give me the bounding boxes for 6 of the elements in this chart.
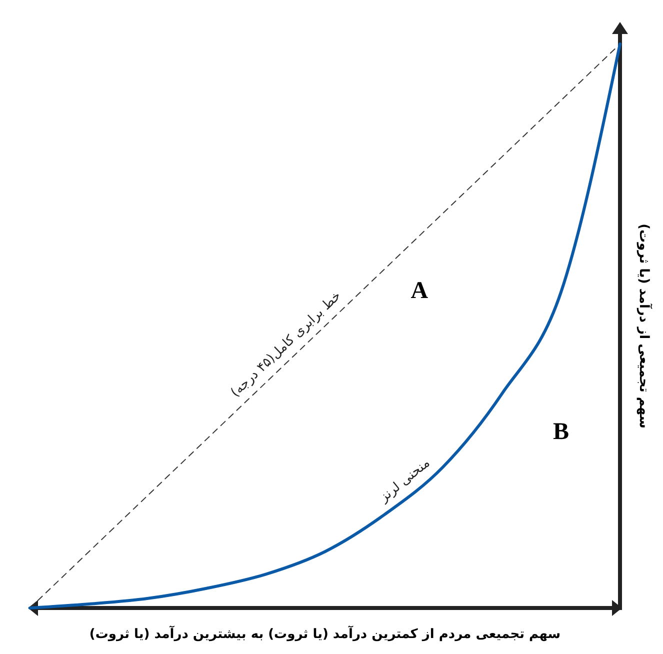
- text: خط برابری کامل(۴۵ درجه): [228, 288, 344, 400]
- annotation: A: [410, 278, 429, 304]
- x-axis-title: سهم تجمیعی مردم از کمترین درآمد (یا ثروت) به بیشترین درآمد (یا ثروت): [89, 625, 561, 642]
- annotation: B: [552, 418, 570, 445]
- text: منحنی لرنز: [376, 456, 434, 506]
- y-axis-title: سهم تجمیعی از درآمد (یا ثروت): [636, 224, 653, 428]
